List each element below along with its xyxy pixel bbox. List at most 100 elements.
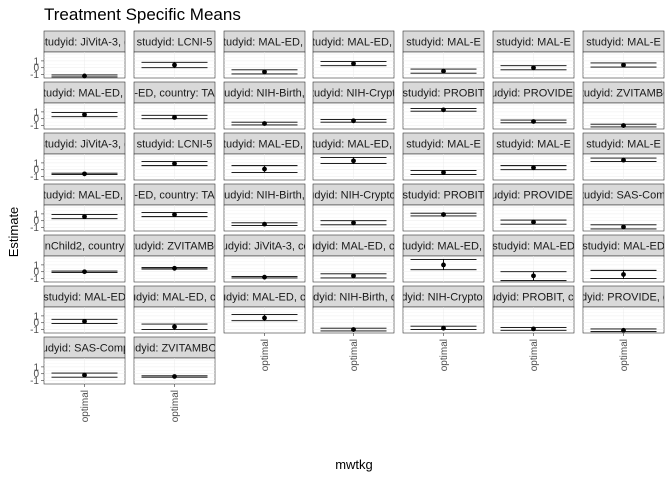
- estimate-point: [441, 107, 446, 112]
- facet-strip-label: studyid: JiVitA-3, c: [39, 37, 130, 49]
- facet-strip-label: studyid: LCNI-5: [137, 139, 213, 151]
- estimate-point: [172, 374, 177, 379]
- facet-panel: studyid: MAL-ED, c: [396, 235, 491, 282]
- facet-panel: studyid: NIH-Birth, c: [216, 82, 314, 129]
- estimate-point: [441, 212, 446, 217]
- facet-strip-label: studyid: MAL-ED, cou: [121, 292, 227, 304]
- facet-panel: studyid: MAL-ED, c: [217, 31, 312, 78]
- facet-strip-label: studyid: MAL-E: [586, 37, 661, 49]
- facet-panel: studyid: MAL-ED, c: [217, 133, 312, 180]
- facet-strip-label: studyid: MAL-ED, c: [306, 37, 401, 49]
- estimate-point: [351, 327, 356, 332]
- facet-panel: studyid: PROBIT, cou optimal: [481, 286, 586, 371]
- facet-strip-label: studyid: MAL-ED, c: [217, 37, 312, 49]
- facet-panel: studyid: SAS-Comp: [576, 184, 672, 231]
- chart-title: Treatment Specific Means: [44, 5, 241, 24]
- estimate-point: [172, 212, 177, 217]
- x-tick-label: optimal: [80, 390, 91, 422]
- facet-panel: studyid: JiVitA-3, c10-1: [30, 31, 130, 81]
- estimate-point: [531, 326, 536, 331]
- facet-panel: studyid: MAL-ED: [492, 235, 575, 282]
- facet-panel: studyid: NIH-Crypto, c: [300, 184, 408, 231]
- estimate-point: [82, 319, 87, 324]
- facet-strip-label: studyid: MAL-ED: [43, 292, 126, 304]
- facet-strip-label: studyid: MAL-ED, c: [37, 190, 132, 202]
- facet-panel: studyid: JiVitA-3, cou: [213, 235, 316, 282]
- x-tick-label: optimal: [439, 339, 450, 371]
- y-tick-label: -1: [30, 274, 39, 285]
- x-tick-label: optimal: [619, 339, 630, 371]
- x-axis-title: mwtkg: [335, 457, 373, 472]
- estimate-point: [172, 161, 177, 166]
- estimate-point: [621, 158, 626, 163]
- estimate-point: [82, 74, 87, 79]
- facet-panel: studyid: MAL-E: [583, 133, 664, 180]
- estimate-point: [441, 326, 446, 331]
- estimate-point: [441, 170, 446, 175]
- facet-panel: studyid: MAL-E: [583, 31, 664, 78]
- facet-panel: studyid: MAL-ED, c: [306, 31, 401, 78]
- facet-strip-label: studyid: PROVIDE, c: [482, 190, 585, 202]
- facet-panel: studyid: MAL-E: [403, 133, 484, 180]
- facet-strip-label: studyid: ZVITAMBO, c: [121, 343, 229, 355]
- x-tick-label: optimal: [349, 339, 360, 371]
- facet-strip-label: studyid: SAS-CompF: [33, 343, 136, 355]
- estimate-point: [351, 61, 356, 66]
- estimate-point: [262, 167, 267, 172]
- estimate-point: [82, 171, 87, 176]
- facet-strip-label: studyid: NIH-Birth, c: [216, 88, 314, 100]
- facet-strip-label: studyid: MAL-E: [496, 37, 571, 49]
- estimate-point: [531, 65, 536, 70]
- facet-panel: studyid: MAL-E: [493, 133, 574, 180]
- facet-panel: studyid: PROVIDE, c: [482, 184, 585, 231]
- estimate-point: [351, 273, 356, 278]
- estimate-point: [262, 316, 267, 321]
- facet-strip-label: studyid: MAL-ED, c: [396, 241, 491, 253]
- estimate-point: [531, 165, 536, 170]
- facet-panel: studyid: NIH-Birth, cou optimal: [298, 286, 408, 371]
- facet-panel: studyid: PROVIDE, c: [482, 82, 585, 129]
- facet-panel: studyid: MAL-ED, c 10-1: [30, 82, 132, 132]
- estimate-point: [262, 121, 267, 126]
- estimate-point: [82, 214, 87, 219]
- estimate-point: [172, 63, 177, 68]
- estimate-point: [441, 69, 446, 74]
- facet-strip-label: -ED, country: TA: [134, 190, 215, 202]
- facet-strip-label: studyid: NIH-Crypto, co: [387, 292, 501, 304]
- estimate-point: [531, 273, 536, 278]
- facet-strip-label: studyid: MAL-ED: [582, 241, 665, 253]
- estimate-point: [82, 112, 87, 117]
- x-tick-label: optimal: [260, 339, 271, 371]
- facet-panel: studyid: NIH-Crypto: [306, 82, 402, 129]
- facet-panel: studyid: MAL-ED10-1: [30, 286, 126, 336]
- facet-panel: studyid: NIH-Crypto, co optimal: [387, 286, 501, 371]
- facet-strip-label: studyid: MAL-ED, cou: [211, 292, 317, 304]
- y-tick-label: -1: [30, 121, 39, 132]
- facet-panel: studyid: MAL-E: [493, 31, 574, 78]
- facet-panel: studyid: MAL-ED: [582, 235, 665, 282]
- facet-panel: studyid: MAL-E: [403, 31, 484, 78]
- facet-panel: nChild2, country 10-1: [30, 235, 125, 285]
- y-tick-label: -1: [30, 325, 39, 336]
- facet-strip-label: studyid: MAL-E: [586, 139, 661, 151]
- facet-strip-label: studyid: NIH-Crypto, c: [300, 190, 408, 202]
- estimate-point: [531, 220, 536, 225]
- y-tick-label: -1: [30, 376, 39, 387]
- facet-panel: studyid: MAL-ED, c 10-1: [30, 184, 132, 234]
- facet-strip-label: studyid: ZVITAMBO: [126, 241, 223, 253]
- estimate-point: [172, 266, 177, 271]
- x-tick-label: optimal: [529, 339, 540, 371]
- facet-panel: studyid: ZVITAMBO: [575, 82, 672, 129]
- y-tick-label: -1: [30, 70, 39, 81]
- estimate-point: [262, 275, 267, 280]
- facet-strip-label: studyid: NIH-Birth, cou: [298, 292, 408, 304]
- facet-strip-label: studyid: JiVitA-3, c: [39, 139, 130, 151]
- y-tick-label: -1: [30, 223, 39, 234]
- facet-strip-label: studyid: PROBIT: [403, 88, 485, 100]
- facet-panel: studyid: LCNI-5: [134, 31, 215, 78]
- facet-panel: studyid: NIH-Birth, c: [216, 184, 314, 231]
- facet-strip-label: studyid: PROVIDE, cou: [566, 292, 672, 304]
- estimate-point: [172, 115, 177, 120]
- facet-strip-label: studyid: NIH-Birth, c: [216, 190, 314, 202]
